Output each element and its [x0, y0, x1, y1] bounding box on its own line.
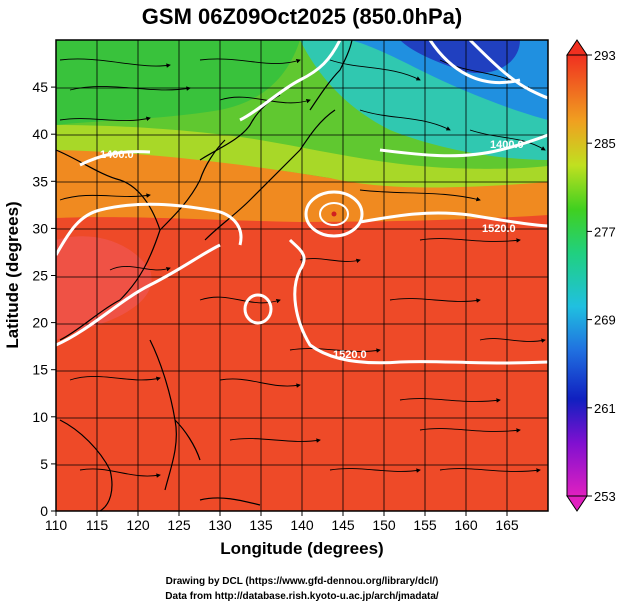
x-axis-ticks: 110 115 120 125 130 135 140 145 150 155 160 165 — [45, 511, 519, 533]
contour-label: 1400.0 — [100, 149, 134, 161]
y-tick-label: 5 — [40, 456, 48, 472]
temperature-field-lightgreen — [56, 40, 300, 125]
colorbar-top-triangle — [566, 39, 588, 56]
colorbar-tick-label: 285 — [594, 136, 616, 151]
height-contours — [56, 40, 548, 365]
x-tick-label: 145 — [331, 517, 355, 533]
colorbar-tick-label: 277 — [594, 224, 616, 239]
contour-label: 1400.0 — [490, 139, 524, 151]
temperature-field-hot — [56, 236, 152, 340]
x-tick-label: 160 — [454, 517, 478, 533]
contour-label: 1520.0 — [333, 349, 367, 361]
x-tick-label: 130 — [208, 517, 232, 533]
y-axis-ticks: 0 5 10 15 20 25 30 35 40 45 — [32, 79, 56, 519]
x-tick-label: 165 — [495, 517, 519, 533]
x-tick-label: 125 — [167, 517, 191, 533]
cyclone-center — [331, 211, 337, 217]
x-axis-label: Longitude (degrees) — [220, 539, 383, 558]
y-tick-label: 10 — [32, 409, 48, 425]
x-tick-label: 120 — [126, 517, 150, 533]
y-tick-label: 40 — [32, 126, 48, 142]
low-pressure-circle — [243, 293, 273, 325]
temperature-field-darkblue — [400, 40, 520, 74]
grid-lines — [56, 40, 548, 511]
colorbar-tick-label: 293 — [594, 48, 616, 63]
colorbar-tick-label: 269 — [594, 313, 616, 328]
colorbar-tick-label: 253 — [594, 489, 616, 504]
x-tick-label: 115 — [86, 517, 109, 533]
y-tick-label: 15 — [32, 362, 48, 378]
wind-streamlines — [59, 58, 546, 478]
map-title: GSM 06Z09Oct2025 (850.0hPa) — [142, 4, 462, 29]
credit-drawing: Drawing by DCL (https://www.gfd-dennou.o… — [166, 576, 439, 587]
y-tick-label: 35 — [32, 173, 48, 189]
colorbar-ticks: 253 261 269 277 285 293 — [587, 48, 616, 504]
y-tick-label: 25 — [32, 268, 48, 284]
x-tick-label: 155 — [413, 517, 437, 533]
colorbar-bottom-triangle — [566, 495, 588, 512]
colorbar-bar — [566, 54, 588, 497]
x-tick-label: 135 — [249, 517, 273, 533]
y-tick-label: 20 — [32, 315, 48, 331]
y-axis-label: Latitude (degrees) — [3, 201, 22, 348]
colorbar: 253 261 269 277 285 293 — [566, 39, 616, 512]
x-tick-label: 150 — [372, 517, 396, 533]
credit-data: Data from http://database.rish.kyoto-u.a… — [165, 591, 439, 602]
cyclone-vortex — [304, 190, 364, 238]
colorbar-tick-label: 261 — [594, 401, 616, 416]
x-tick-label: 110 — [45, 517, 68, 533]
plot-area: 1400.0 1400.0 1520.0 1520.0 — [56, 40, 548, 511]
y-tick-label: 45 — [32, 79, 48, 95]
y-tick-label: 30 — [32, 220, 48, 236]
y-tick-label: 0 — [40, 503, 48, 519]
contour-label: 1520.0 — [482, 223, 516, 235]
x-tick-label: 140 — [290, 517, 314, 533]
